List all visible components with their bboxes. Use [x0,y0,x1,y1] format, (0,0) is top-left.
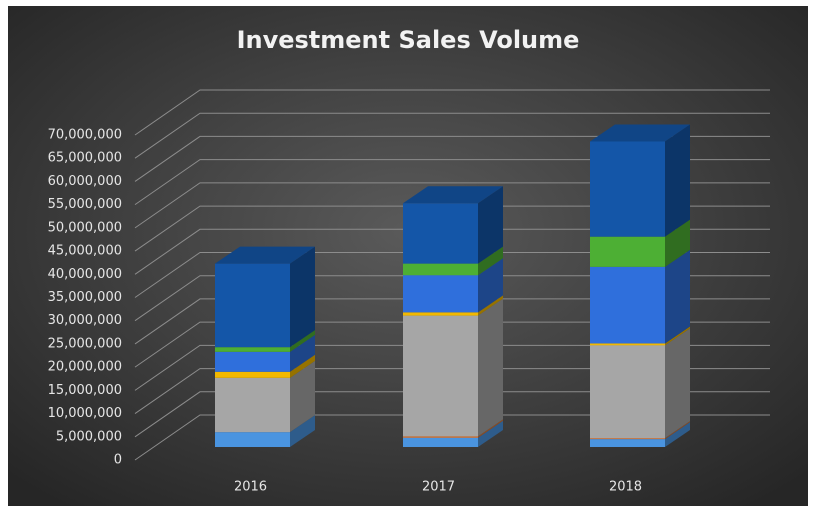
bar-segment-side [478,420,503,447]
bar-segment [403,312,478,316]
y-tick-label: 35,000,000 [48,290,122,305]
bar-segment-side [290,246,315,348]
bar-segment-side [478,258,503,313]
y-tick-label: 5,000,000 [56,429,122,444]
grid-line [134,298,770,345]
grid-line [134,135,770,182]
y-tick-label: 60,000,000 [48,174,122,189]
chart-title: Investment Sales Volume [237,26,580,54]
bar-segment [403,437,478,447]
bar-segment [590,439,665,447]
bar-segment-side [290,415,315,447]
grid-line [134,159,770,206]
grid-line [134,228,770,275]
grid-line [134,182,770,229]
grid-line [134,252,770,298]
bar-segment [403,436,478,438]
y-tick-label: 0 [114,453,122,468]
grid-line [134,414,770,461]
y-tick-label: 30,000,000 [48,313,122,328]
bar-segment [403,263,478,276]
y-tick-label: 50,000,000 [48,220,122,235]
bar-segment-side [665,326,690,346]
bar-segment [590,438,665,440]
y-tick-label: 25,000,000 [48,336,122,351]
bar-segment-side [478,246,503,276]
bar-segment [590,343,665,346]
grid-line [134,89,770,136]
bar-segment-side [290,360,315,433]
grid-line [134,368,770,414]
grid-line [134,275,770,322]
bar-segment-side [665,219,690,267]
x-tick-label: 2018 [609,480,642,495]
y-tick-label: 10,000,000 [48,406,122,421]
bar-segment [403,203,478,264]
y-tick-label: 20,000,000 [48,360,122,375]
x-tick-label: 2017 [422,480,455,495]
bar-segment-side [478,295,503,316]
bar-segment [215,347,290,352]
grid-line [134,321,770,368]
y-tick-label: 70,000,000 [48,128,122,143]
bar-segment-side [665,124,690,237]
bar-segment-side [290,354,315,378]
grid-line [134,205,770,252]
bar-segment-side [478,298,503,437]
grid-line [134,344,770,391]
bar-segment-side [478,419,503,438]
bar-segment-side [665,249,690,344]
bar-segment [215,432,290,447]
bar-segment [590,141,665,237]
grid-line [134,391,770,438]
bar-segment-side [665,328,690,439]
y-tick-label: 15,000,000 [48,383,122,398]
x-tick-label: 2016 [234,480,267,495]
bar-segment [215,263,290,348]
bar-segment-side [290,330,315,352]
bar-segment-top [215,246,315,264]
bar-segment-side [478,186,503,264]
bar-segment [403,275,478,313]
bar-segment [590,236,665,267]
y-tick-label: 45,000,000 [48,244,122,259]
bar-segment-top [590,124,690,142]
bar-segment-top [403,186,503,204]
y-tick-label: 55,000,000 [48,197,122,212]
bar-segment-side [665,421,690,440]
bar-segment [215,351,290,372]
bar-segment-side [665,422,690,447]
grid-line [134,112,770,159]
bar-segment [590,266,665,344]
bar-segment [590,345,665,439]
bar-segment [215,371,290,378]
y-tick-label: 65,000,000 [48,151,122,166]
bar-segment-side [290,334,315,372]
y-tick-label: 40,000,000 [48,267,122,282]
bar-segment [215,377,290,433]
bar-segment [403,315,478,437]
